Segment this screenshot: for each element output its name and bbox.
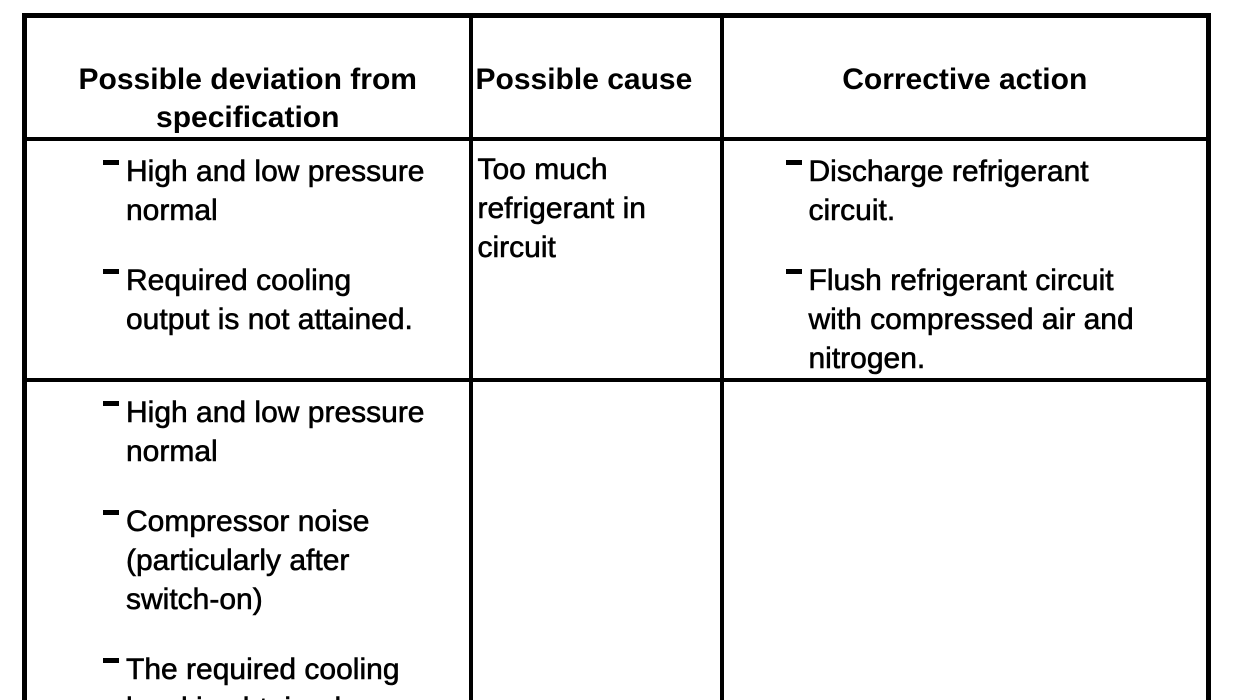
deviation-item-text: Compressor noise (particularly after swi… [126, 505, 370, 617]
header-possible-deviation: Possible deviation from specification [22, 13, 473, 141]
deviation-item-text: High and low pressure normal [126, 396, 425, 469]
dash-bullet-icon [103, 401, 119, 406]
list-item: The required cooling level is obtained. [103, 650, 463, 700]
action-cell: Discharge refrigerant circuit. Flush ref… [719, 137, 1211, 382]
cause-text: Too much refrigerant in circuit [477, 153, 646, 265]
cause-cell: Too much refrigerant in circuit [468, 137, 724, 382]
header-possible-cause: Possible cause [468, 13, 724, 141]
header-corrective-action-label: Corrective action [842, 63, 1088, 96]
troubleshooting-table: Possible deviation from specification Po… [22, 13, 1211, 700]
list-item: Flush refrigerant circuit with compresse… [785, 261, 1201, 376]
deviation-cell: High and low pressure normal Compressor … [22, 378, 473, 700]
list-item: Required cooling output is not attained. [103, 261, 463, 339]
list-item: High and low pressure normal [103, 152, 463, 230]
deviation-cell: High and low pressure normal Required co… [22, 137, 473, 382]
deviation-item-text: High and low pressure normal [126, 155, 425, 228]
dash-bullet-icon [785, 160, 802, 165]
list-item: High and low pressure normal [103, 393, 463, 471]
cause-cell-empty [468, 378, 724, 700]
action-item-text: Discharge refrigerant circuit. [808, 155, 1089, 228]
table-row: High and low pressure normal Required co… [22, 137, 1211, 382]
header-possible-deviation-label: Possible deviation from specification [78, 63, 417, 134]
list-item: Compressor noise (particularly after swi… [103, 502, 463, 619]
action-item-text: Flush refrigerant circuit with compresse… [808, 264, 1134, 376]
deviation-item-text: The required cooling level is obtained. [126, 653, 400, 700]
action-cell-empty [719, 378, 1211, 700]
table-header-row: Possible deviation from specification Po… [22, 13, 1211, 141]
dash-bullet-icon [103, 160, 119, 165]
dash-bullet-icon [103, 269, 119, 274]
table-row: High and low pressure normal Compressor … [22, 378, 1211, 700]
dash-bullet-icon [103, 510, 119, 515]
list-item: Discharge refrigerant circuit. [785, 152, 1201, 230]
header-corrective-action: Corrective action [719, 13, 1211, 141]
deviation-item-text: Required cooling output is not attained. [126, 264, 413, 337]
header-possible-cause-label: Possible cause [475, 63, 693, 96]
dash-bullet-icon [785, 269, 802, 274]
dash-bullet-icon [103, 658, 119, 663]
